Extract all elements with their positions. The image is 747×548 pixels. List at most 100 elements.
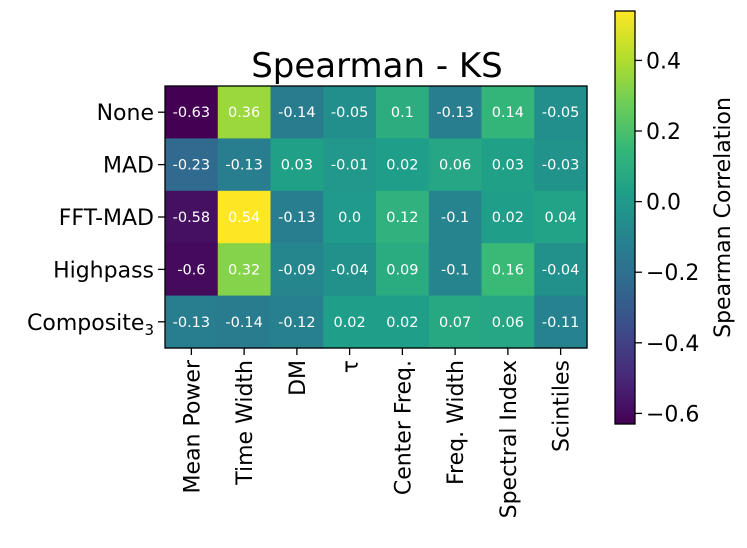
row-tick-label: Highpass (53, 258, 154, 283)
heatmap-cell (323, 86, 377, 139)
row-axis: None MAD FFT-MAD Highpass Composite3 (27, 101, 165, 339)
heatmap-cell (323, 138, 377, 192)
cell-value-label: -0.58 (173, 210, 211, 226)
heatmap-cell (481, 295, 535, 349)
heatmap-cell (428, 243, 483, 297)
heatmap-cell (323, 190, 377, 244)
cell-value-label: -0.23 (173, 158, 211, 174)
cell-value-label: 0.04 (544, 210, 576, 226)
cell-value-label: 0.36 (228, 105, 260, 121)
heatmap-cells (165, 86, 588, 349)
heatmap-cell (534, 295, 588, 349)
row-tick-label: Composite3 (27, 311, 154, 339)
heatmap-cell (165, 190, 219, 244)
heatmap-cell (165, 138, 219, 192)
column-tick-label: DM (286, 360, 311, 396)
heatmap-cell (217, 138, 272, 192)
heatmap-cell (270, 138, 324, 192)
colorbar-tick-label: −0.6 (646, 402, 699, 427)
cell-value-label: -0.13 (225, 158, 263, 174)
heatmap-cell (428, 138, 483, 192)
heatmap-cell (534, 138, 588, 192)
colorbar-tick-label: 0.4 (646, 49, 681, 74)
heatmap-cell (217, 295, 272, 349)
cell-value-label: 0.14 (492, 105, 524, 121)
cell-value-label: -0.1 (441, 210, 469, 226)
cell-value-label: -0.03 (542, 158, 580, 174)
heatmap-cell (428, 295, 483, 349)
cell-value-label: -0.14 (225, 315, 263, 331)
heatmap-cell (270, 243, 324, 297)
heatmap-cell (217, 190, 272, 244)
cell-value-label: -0.11 (542, 315, 580, 331)
column-tick-label: Mean Power (180, 359, 205, 493)
cell-value-label: 0.06 (439, 158, 471, 174)
heatmap-cell (376, 86, 430, 139)
heatmap-cell (165, 86, 219, 139)
cell-value-label: 0.1 (391, 105, 414, 121)
cell-value-label: -0.05 (542, 105, 580, 121)
column-tick-label: Spectral Index (497, 360, 522, 518)
colorbar-label: Spearman Correlation (711, 97, 736, 338)
colorbar-ticks: 0.4 0.2 0.0 −0.2 −0.4 −0.6 (635, 49, 699, 427)
heatmap-cell (270, 190, 324, 244)
cell-value-label: 0.06 (492, 315, 524, 331)
cell-value-label: -0.09 (278, 262, 316, 278)
cell-value-label: 0.09 (386, 262, 418, 278)
heatmap-cell (481, 138, 535, 192)
heatmap-cell (323, 295, 377, 349)
heatmap-cell (376, 295, 430, 349)
cell-value-label: 0.02 (386, 315, 418, 331)
heatmap-cell (270, 295, 324, 349)
cell-value-label: 0.12 (386, 210, 418, 226)
cell-value-label: -0.6 (177, 262, 205, 278)
colorbar-tick-label: 0.2 (646, 120, 681, 145)
cell-value-label: -0.1 (441, 262, 469, 278)
cell-value-label: -0.13 (173, 315, 211, 331)
cell-value-label: -0.13 (278, 210, 316, 226)
cell-value-label: -0.01 (331, 158, 369, 174)
cell-value-label: 0.0 (338, 210, 361, 226)
heatmap-cell (376, 190, 430, 244)
colorbar-tick-label: −0.2 (646, 261, 699, 286)
heatmap-cell (428, 190, 483, 244)
heatmap-cell (376, 243, 430, 297)
colorbar-tick-label: 0.0 (646, 191, 681, 216)
row-tick-label: None (97, 101, 154, 126)
cell-value-label: 0.02 (333, 315, 365, 331)
heatmap-cell (165, 243, 219, 297)
cell-value-label: -0.13 (436, 105, 474, 121)
cell-value-label: 0.54 (228, 210, 260, 226)
heatmap-cell (534, 190, 588, 244)
cell-value-label: -0.05 (331, 105, 369, 121)
colorbar (614, 10, 636, 425)
cell-value-label: -0.12 (278, 315, 316, 331)
column-axis: Mean Power Time Width DM τ Center Freq. Freq.… (180, 348, 575, 518)
heatmap-cell (165, 295, 219, 349)
heatmap-cell (323, 243, 377, 297)
cell-value-label: -0.04 (542, 262, 580, 278)
cell-value-label: -0.14 (278, 105, 316, 121)
colorbar-tick-label: −0.4 (646, 332, 699, 357)
heatmap-cell (481, 190, 535, 244)
cell-value-label: -0.04 (331, 262, 369, 278)
cell-value-label: 0.32 (228, 262, 260, 278)
column-tick-label: Freq. Width (444, 360, 469, 485)
cell-value-label: 0.02 (492, 210, 524, 226)
cell-value-label: 0.07 (439, 315, 471, 331)
cell-value-labels: -0.63 0.36 -0.14 -0.05 0.1 -0.13 0.14 -0.05 -0.2… (173, 105, 580, 331)
cell-value-label: 0.16 (492, 262, 524, 278)
heatmap-cell (376, 138, 430, 192)
cell-value-label: -0.63 (173, 105, 211, 121)
chart-title: Spearman - KS (251, 46, 503, 86)
row-tick-label: FFT-MAD (59, 206, 154, 231)
heatmap-cell (481, 86, 535, 139)
heatmap-cell (217, 243, 272, 297)
column-tick-label: Scintiles (550, 360, 575, 452)
heatmap-cell (428, 86, 483, 139)
column-tick-label: τ (339, 360, 364, 373)
heatmap-cell (534, 86, 588, 139)
heatmap-cell (217, 86, 272, 139)
heatmap-cell (481, 243, 535, 297)
